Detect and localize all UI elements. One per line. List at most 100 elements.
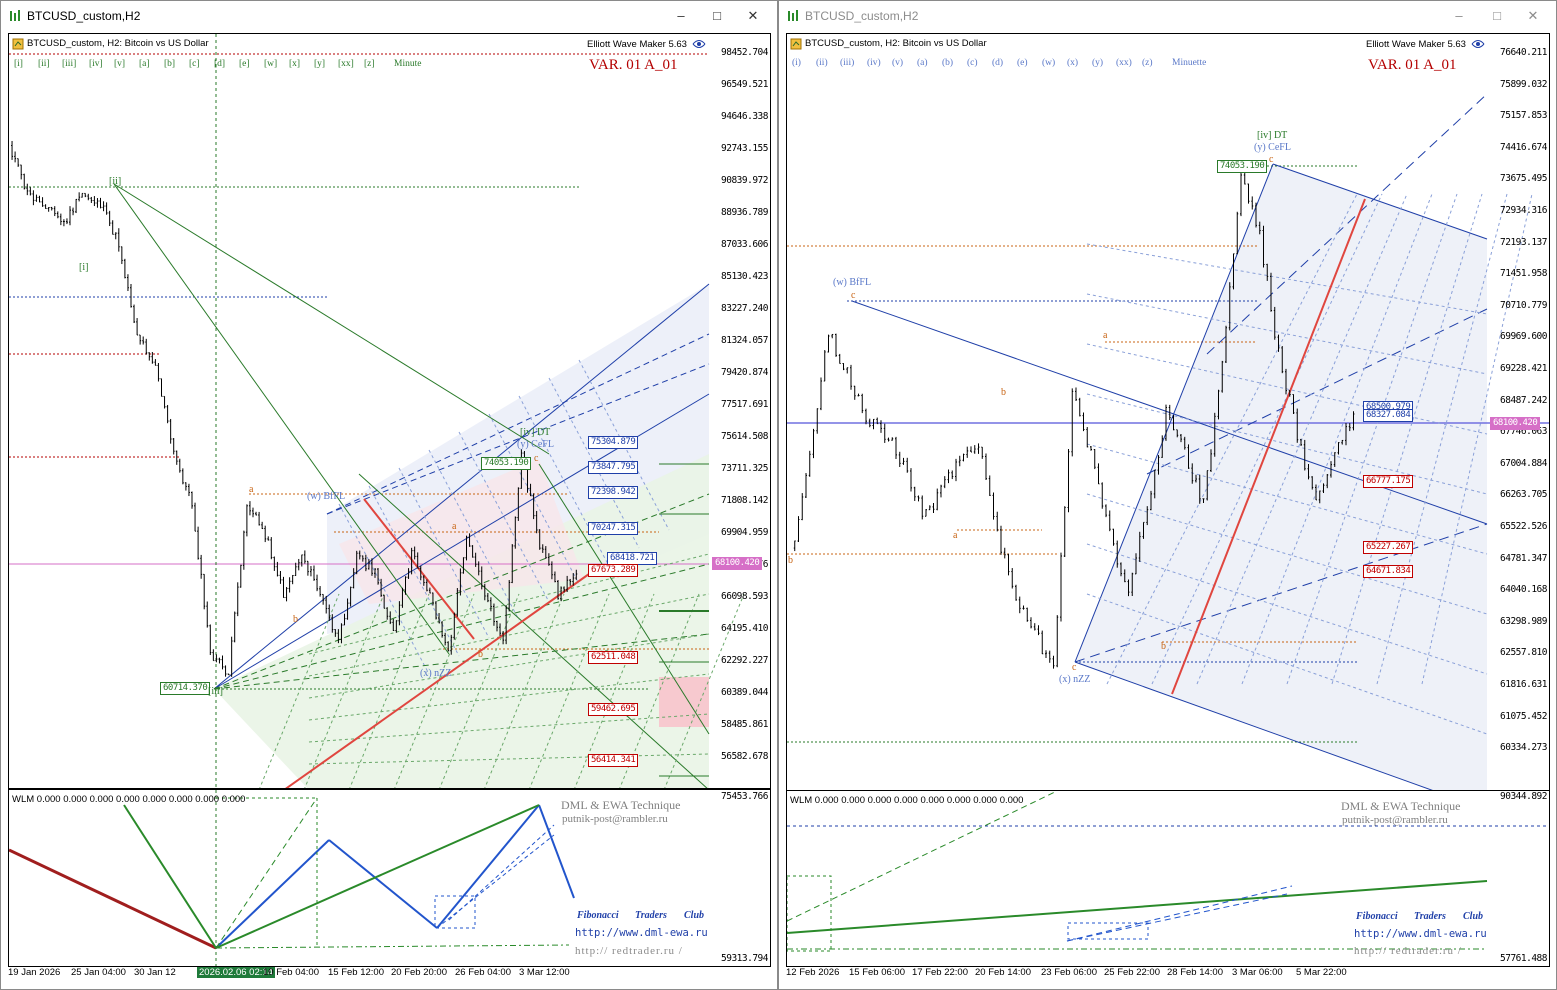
wave-button[interactable]: (z)	[1142, 58, 1153, 68]
fib-grid-line	[458, 431, 550, 603]
price-tick: 79420.874	[721, 367, 768, 378]
wave-button[interactable]: (ii)	[816, 58, 828, 68]
price-label-red: 62511.048	[588, 651, 639, 664]
price-tick: 85130.423	[721, 271, 768, 282]
wave-button[interactable]: (x)	[1067, 58, 1079, 68]
fib-grid-line	[428, 449, 520, 621]
maximize-icon[interactable]: □	[713, 8, 721, 23]
x-tick: 20 Feb 14:00	[975, 967, 1031, 978]
fib-grid-line	[529, 593, 610, 788]
right-titlebar[interactable]: BTCUSD_custom,H2 – □ ✕	[779, 1, 1556, 31]
minimize-icon[interactable]: –	[677, 8, 685, 23]
price-label-red: 64671.834	[1363, 565, 1414, 578]
close-icon[interactable]: ✕	[747, 8, 759, 23]
wave-button[interactable]: [a]	[139, 59, 150, 69]
globe-icon	[790, 38, 802, 53]
fib-grid-line	[1086, 343, 1488, 435]
close-icon[interactable]: ✕	[1527, 8, 1539, 23]
left-main-chart[interactable]: BTCUSD_custom, H2: Bitcoin vs US Dollar …	[8, 33, 771, 789]
channel-line	[1074, 661, 1433, 790]
wlm-box	[787, 875, 832, 952]
wave-button[interactable]: (xx)	[1116, 58, 1132, 68]
wave-button[interactable]: [y]	[314, 59, 326, 69]
maximize-icon[interactable]: □	[1493, 8, 1501, 23]
right-wlm-pane[interactable]: WLM 0.000 0.000 0.000 0.000 0.000 0.000 …	[786, 790, 1550, 967]
price-tick: 62292.227	[721, 655, 768, 666]
price-tick: 60334.273	[1500, 742, 1547, 754]
credit-fib-1: Fibonacci	[1356, 911, 1398, 922]
current-price-label: 68100.420	[1490, 417, 1541, 430]
wave-button[interactable]: [w]	[264, 59, 278, 69]
fib-grid-line	[308, 753, 710, 765]
wave-label: (y) CeFL	[517, 439, 554, 450]
wave-button[interactable]: (b)	[942, 58, 954, 68]
wlm-blue-line	[436, 804, 540, 929]
fib-grid-line	[1151, 193, 1383, 685]
credit-url-1[interactable]: http://www.dml-ewa.ru	[1354, 928, 1487, 940]
fib-grid-line	[1086, 243, 1488, 315]
wave-button[interactable]: Minute	[394, 59, 422, 69]
wave-button[interactable]: (c)	[967, 58, 978, 68]
price-tick: 62557.810	[1500, 647, 1547, 659]
minimize-icon[interactable]: –	[1455, 8, 1463, 23]
wave-label: b	[1001, 387, 1006, 398]
wave-button[interactable]: (v)	[892, 58, 904, 68]
wave-button[interactable]: (y)	[1092, 58, 1104, 68]
fib-grid-line	[259, 593, 340, 788]
wave-button[interactable]: (iii)	[840, 58, 855, 68]
wave-button[interactable]: [e]	[239, 59, 250, 69]
wlm-box	[434, 895, 476, 929]
right-main-chart[interactable]: BTCUSD_custom, H2: Bitcoin vs US Dollar …	[786, 33, 1550, 791]
price-tick: 98452.704	[721, 47, 768, 58]
credit-fib-3: Club	[684, 910, 705, 921]
wave-button[interactable]: [b]	[164, 59, 176, 69]
credit-url-2[interactable]: http:// redtrader.ru /	[575, 945, 683, 957]
wave-label: [ii]	[109, 176, 122, 187]
wave-button[interactable]: (w)	[1042, 58, 1056, 68]
wave-button[interactable]: (d)	[992, 58, 1004, 68]
left-titlebar[interactable]: BTCUSD_custom,H2 – □ ✕	[1, 1, 777, 31]
left-chart-window[interactable]: BTCUSD_custom,H2 – □ ✕ BTCUSD_custom, H2…	[0, 0, 778, 990]
fib-grid-line	[308, 673, 710, 721]
fib-grid-line	[304, 593, 385, 788]
credit-url-2[interactable]: http:// redtrader.ru /	[1354, 945, 1462, 957]
wave-button[interactable]: [xx]	[338, 59, 354, 69]
target-box	[659, 677, 709, 727]
wave-button[interactable]: [c]	[189, 59, 200, 69]
wave-button[interactable]: [d]	[214, 59, 226, 69]
wave-line	[113, 183, 450, 655]
wave-button[interactable]: (a)	[917, 58, 928, 68]
wave-button[interactable]: (e)	[1017, 58, 1028, 68]
credit-url-1[interactable]: http://www.dml-ewa.ru	[575, 927, 708, 939]
price-label-blue: 70247.315	[588, 522, 639, 535]
wave-button[interactable]: (iv)	[867, 58, 881, 68]
wave-label: [iv] DT	[520, 427, 551, 438]
wave-button[interactable]: [x]	[289, 59, 301, 69]
credit-dml: DML & EWA Technique	[1341, 799, 1461, 813]
wave-button[interactable]: [v]	[114, 59, 126, 69]
wave-button[interactable]: [i]	[14, 59, 23, 69]
wave-label: (w) BfFL	[833, 277, 872, 288]
wave-button[interactable]: (i)	[792, 58, 801, 68]
wave-label: a	[452, 521, 457, 532]
price-tick: 66263.705	[1500, 489, 1547, 501]
wave-button[interactable]: [z]	[364, 59, 375, 69]
left-wlm-pane[interactable]: WLM 0.000 0.000 0.000 0.000 0.000 0.000 …	[8, 789, 771, 967]
price-tick: 69904.959	[721, 527, 768, 538]
wave-button[interactable]: [ii]	[38, 59, 50, 69]
price-label-blue: 72398.942	[588, 486, 639, 499]
price-label-red: 59462.695	[588, 703, 639, 716]
right-chart-window[interactable]: BTCUSD_custom,H2 – □ ✕ BTCUSD_custom, H2…	[778, 0, 1557, 990]
wave-button[interactable]: Minuette	[1172, 58, 1207, 68]
fib-grid-line	[1086, 593, 1488, 735]
channel-line	[1272, 163, 1488, 240]
price-tick: 61816.631	[1500, 679, 1547, 690]
indicator-name: Elliott Wave Maker 5.63	[587, 39, 687, 50]
wlm-dashed	[1066, 885, 1293, 942]
wave-button[interactable]: [iii]	[62, 59, 77, 69]
red-trend-line	[1171, 198, 1366, 695]
price-tick: 64040.168	[1500, 584, 1547, 596]
wave-button[interactable]: [iv]	[89, 59, 103, 69]
fib-grid-line	[1086, 493, 1488, 615]
fib-grid-line	[1376, 193, 1508, 685]
